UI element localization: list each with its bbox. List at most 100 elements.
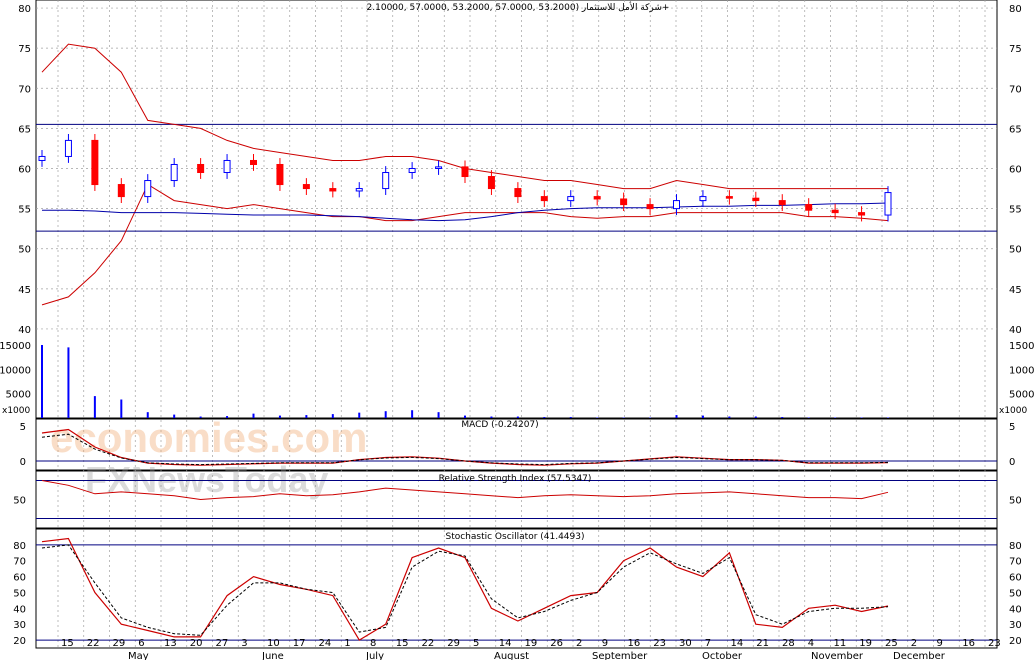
bollinger-lower-line xyxy=(41,183,889,306)
price-tick-left: 70 xyxy=(18,84,31,95)
panel-frame-2 xyxy=(35,470,998,529)
price-tick-left: 40 xyxy=(18,325,31,336)
stoch-tick-left: 20 xyxy=(13,636,26,647)
rsi-tick-right: 50 xyxy=(1009,496,1022,507)
price-tick-left: 60 xyxy=(18,165,31,176)
volume-tick-right: 10000 xyxy=(1009,365,1034,376)
candle-body xyxy=(382,172,390,190)
rsi-line xyxy=(41,480,889,501)
macd-tick-left: 5 xyxy=(20,422,26,433)
volume-tick-left: 15000 xyxy=(0,341,31,352)
candle-body xyxy=(197,163,205,174)
candle-body xyxy=(831,209,839,214)
stoch-tick-left: 70 xyxy=(13,557,26,568)
candle-body xyxy=(329,188,337,192)
candle-body xyxy=(487,176,495,190)
day-tick: 21 xyxy=(756,638,769,649)
stoch-tick-right: 70 xyxy=(1009,557,1022,568)
candle-body xyxy=(673,200,680,210)
day-tick: 22 xyxy=(87,638,100,649)
volume-unit-left: x1000 xyxy=(2,406,31,416)
stoch-tick-left: 80 xyxy=(13,541,26,552)
day-tick: 11 xyxy=(834,638,847,649)
volume-tick-right: 5000 xyxy=(1009,390,1034,401)
day-tick: 26 xyxy=(550,638,563,649)
macd-label: MACD (-0.24207) xyxy=(461,420,538,430)
day-tick: 2 xyxy=(576,638,582,649)
macd-tick-right: 0 xyxy=(1009,457,1015,468)
day-tick: 10 xyxy=(267,638,280,649)
panel-frame-0 xyxy=(35,0,998,419)
price-tick-left: 80 xyxy=(18,4,31,15)
price-tick-right: 45 xyxy=(1009,285,1022,296)
candle-body xyxy=(91,139,99,186)
rsi-tick-left: 50 xyxy=(13,496,26,507)
price-tick-left: 75 xyxy=(18,44,31,55)
volume-tick-right: 15000 xyxy=(1009,341,1034,352)
candle-body xyxy=(408,168,416,174)
candle-body xyxy=(223,159,231,174)
day-tick: 6 xyxy=(138,638,144,649)
day-tick: 3 xyxy=(241,638,247,649)
day-tick: 14 xyxy=(499,638,512,649)
day-tick: 16 xyxy=(962,638,975,649)
price-tick-right: 65 xyxy=(1009,124,1022,135)
candle-body xyxy=(567,196,575,202)
grid-layer xyxy=(35,0,998,649)
day-tick: 23 xyxy=(988,638,1001,649)
day-tick: 23 xyxy=(653,638,666,649)
candle-body xyxy=(64,139,72,157)
month-label: October xyxy=(702,651,743,660)
candle-body xyxy=(144,180,152,198)
candle-body xyxy=(302,184,310,190)
plot-layer xyxy=(36,43,997,641)
day-tick: 29 xyxy=(447,638,460,649)
stoch-tick-right: 20 xyxy=(1009,636,1022,647)
day-tick: 2 xyxy=(911,638,917,649)
rsi-label: Relative Strength Index (57.5347) xyxy=(439,474,592,484)
chart-title: شركة الأمل للاستثمار (53.2000 ,57.0000 ,… xyxy=(367,1,670,13)
month-label: May xyxy=(128,651,149,660)
candle-body xyxy=(725,196,733,199)
volume-tick-left: 5000 xyxy=(6,390,31,401)
moving-average-line xyxy=(42,202,889,222)
candle-body xyxy=(699,196,707,202)
watermark-economies: economies.com xyxy=(50,414,367,461)
stoch-tick-right: 40 xyxy=(1009,604,1022,615)
day-tick: 13 xyxy=(164,638,177,649)
price-tick-left: 45 xyxy=(18,285,31,296)
candle-body xyxy=(593,196,601,200)
price-tick-right: 50 xyxy=(1009,245,1022,256)
day-tick: 16 xyxy=(628,638,641,649)
volume-unit-right: x1000 xyxy=(999,406,1028,416)
candle-body xyxy=(884,192,892,216)
price-tick-right: 75 xyxy=(1009,44,1022,55)
day-tick: 27 xyxy=(216,638,229,649)
candle-body xyxy=(117,184,125,198)
day-tick: 14 xyxy=(731,638,744,649)
day-tick: 30 xyxy=(679,638,692,649)
candle-body xyxy=(620,198,628,206)
stoch-tick-right: 80 xyxy=(1009,541,1022,552)
day-tick: 25 xyxy=(885,638,898,649)
day-tick: 29 xyxy=(113,638,126,649)
candle-body xyxy=(250,159,257,165)
macd-tick-left: 0 xyxy=(20,457,26,468)
day-tick: 20 xyxy=(190,638,203,649)
candle-body xyxy=(646,204,654,210)
stoch-tick-left: 40 xyxy=(13,604,26,615)
price-tick-right: 80 xyxy=(1009,4,1022,15)
price-tick-right: 70 xyxy=(1009,84,1022,95)
stoch-d-line xyxy=(41,544,889,636)
price-tick-right: 40 xyxy=(1009,325,1022,336)
month-label: September xyxy=(592,651,648,660)
month-label: June xyxy=(261,651,284,660)
price-tick-left: 50 xyxy=(18,245,31,256)
price-tick-left: 55 xyxy=(18,205,31,216)
candle-body xyxy=(540,196,548,202)
price-tick-right: 60 xyxy=(1009,165,1022,176)
month-label: July xyxy=(365,651,384,660)
stoch-tick-left: 30 xyxy=(13,620,26,631)
panel-frame-1 xyxy=(35,418,998,471)
